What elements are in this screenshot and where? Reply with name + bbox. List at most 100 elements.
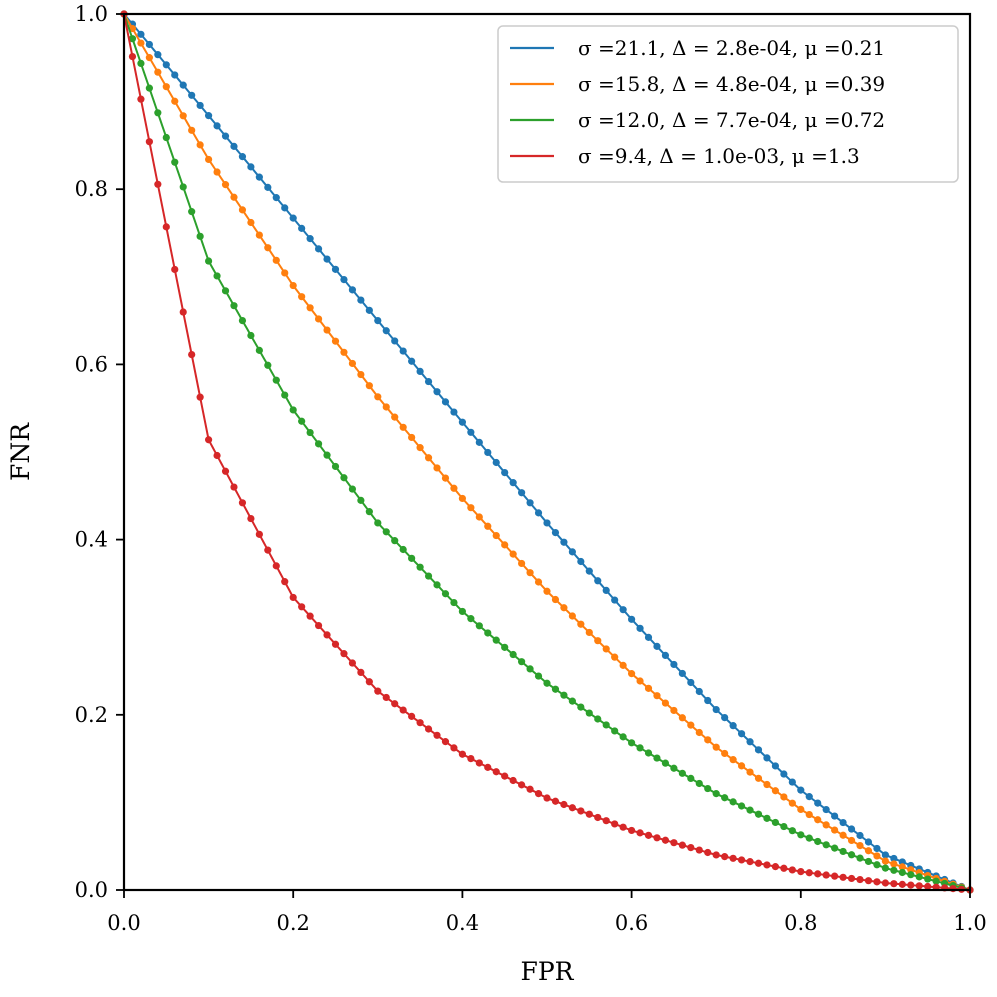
series-point — [298, 417, 306, 425]
series-point — [678, 714, 686, 722]
series-point — [619, 733, 627, 741]
series-point — [348, 359, 357, 368]
series-point — [839, 818, 847, 827]
series-point — [467, 428, 475, 436]
series-point — [433, 464, 441, 472]
series-point — [628, 670, 636, 678]
series-point — [839, 831, 847, 839]
series-point — [255, 530, 263, 538]
series-point — [771, 787, 780, 795]
series-point — [348, 485, 357, 493]
series-point — [450, 484, 458, 492]
series-point — [416, 719, 424, 727]
x-tick-label: 0.2 — [276, 911, 309, 935]
legend-label: σ =21.1, Δ = 2.8e-04, μ =0.21 — [578, 36, 885, 60]
series-point — [653, 754, 661, 762]
series-point — [881, 851, 890, 859]
series-point — [924, 882, 932, 891]
series-point — [501, 541, 509, 549]
series-point — [695, 779, 703, 788]
series-point — [357, 668, 365, 677]
series-point — [721, 794, 729, 802]
series-point — [653, 834, 661, 842]
series-point — [391, 537, 399, 545]
series-point — [670, 660, 678, 669]
series-point — [331, 265, 340, 273]
series-point — [797, 786, 805, 794]
series-point — [754, 810, 763, 818]
series-point — [264, 244, 272, 252]
series-point — [221, 467, 230, 475]
series-point — [484, 522, 492, 530]
series-point — [179, 183, 187, 191]
series-point — [611, 596, 619, 604]
series-point — [873, 852, 881, 860]
series-point — [221, 181, 230, 189]
series-point — [458, 750, 466, 758]
series-point — [331, 640, 340, 648]
series-point — [729, 798, 737, 806]
series-point — [847, 836, 856, 845]
series-point — [831, 872, 839, 880]
series-point — [196, 101, 204, 110]
x-axis: 0.0 0.2 0.4 0.6 0.8 1.0 — [107, 890, 987, 935]
series-point — [475, 513, 483, 521]
series-point — [357, 296, 365, 304]
y-axis: 0.0 0.2 0.4 0.6 0.8 1.0 — [75, 2, 124, 902]
series-point — [746, 806, 754, 814]
series-point — [737, 802, 746, 810]
series-point — [492, 768, 500, 776]
series-point — [314, 621, 323, 630]
series-point — [687, 844, 695, 852]
series-point — [213, 122, 221, 130]
series-point — [357, 496, 365, 504]
series-point — [628, 739, 636, 747]
series-point — [441, 474, 450, 482]
series-point — [374, 687, 382, 695]
series-point — [137, 30, 145, 38]
series-point — [543, 679, 551, 687]
series-point — [458, 418, 466, 426]
series-point — [551, 797, 560, 805]
series-point — [162, 133, 170, 142]
series-point — [424, 725, 433, 733]
series-point — [509, 650, 517, 659]
series-point — [424, 572, 433, 580]
series-point — [636, 744, 644, 752]
series-point — [272, 376, 280, 384]
series-point — [289, 281, 297, 290]
series-point — [128, 24, 137, 33]
series-point — [746, 768, 754, 776]
series-point — [289, 593, 297, 602]
series-point — [238, 317, 247, 325]
y-tick-label: 0.4 — [75, 528, 108, 552]
series-point — [771, 818, 780, 827]
series-point — [230, 142, 238, 150]
series-point — [856, 854, 864, 862]
series-point — [602, 817, 610, 825]
series-point — [704, 784, 712, 793]
series-point — [458, 494, 466, 503]
series-point — [534, 509, 543, 517]
series-point — [205, 436, 213, 444]
legend-item: σ =12.0, Δ = 7.7e-04, μ =0.72 — [510, 108, 885, 132]
series-point — [678, 669, 686, 678]
y-axis-label: FNR — [6, 422, 35, 481]
series-point — [611, 820, 619, 828]
series-point — [847, 825, 856, 833]
series-point — [408, 554, 416, 562]
series-point — [543, 519, 551, 527]
series-point — [374, 393, 382, 401]
series-point — [247, 331, 255, 340]
series-point — [644, 831, 653, 839]
series-point — [365, 508, 373, 516]
series-point — [424, 454, 433, 462]
series-point — [255, 231, 263, 239]
series-point — [205, 112, 213, 120]
series-point — [247, 218, 255, 227]
series-point — [695, 687, 703, 696]
legend-label: σ =12.0, Δ = 7.7e-04, μ =0.72 — [578, 108, 885, 132]
series-point — [484, 763, 492, 771]
series-point — [314, 245, 323, 253]
plot-area — [120, 10, 974, 894]
